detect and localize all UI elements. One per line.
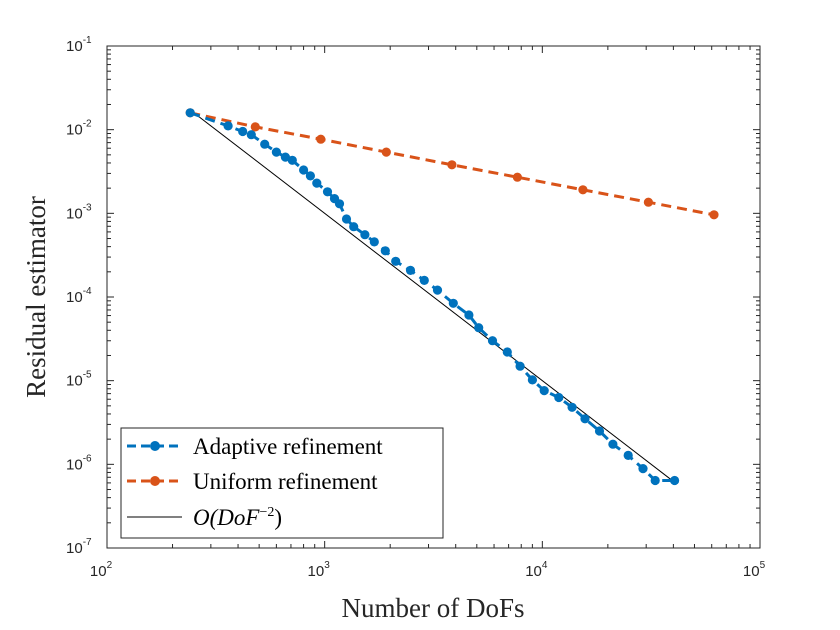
x-tick-label: 105 [743, 560, 766, 580]
data-point-adaptive-refinement [670, 475, 680, 486]
data-point-adaptive-refinement [322, 187, 333, 197]
data-point-uniform-refinement [578, 185, 588, 195]
y-tick-exp: -3 [83, 202, 92, 213]
data-point-adaptive-refinement [567, 402, 577, 412]
y-tick-exp: -1 [83, 35, 92, 46]
data-point-adaptive-refinement [305, 171, 315, 181]
data-point-uniform-refinement [381, 147, 391, 157]
series-layer [185, 108, 719, 486]
data-point-adaptive-refinement [312, 178, 322, 188]
series-line-uniform-refinement [189, 111, 715, 217]
data-point-adaptive-refinement [515, 361, 525, 371]
y-tick-base: 10 [66, 289, 83, 306]
y-tick-exp: -4 [83, 286, 92, 297]
data-point-adaptive-refinement [185, 108, 195, 118]
data-point-adaptive-refinement [271, 147, 281, 157]
data-point-adaptive-refinement [608, 439, 618, 449]
x-tick-exp: 3 [324, 560, 330, 571]
data-point-adaptive-refinement [432, 285, 443, 295]
legend-label-uniform: Uniform refinement [193, 469, 378, 494]
y-tick-label: 10-3 [66, 202, 92, 222]
data-point-adaptive-refinement [594, 426, 605, 436]
data-point-adaptive-refinement [349, 222, 359, 232]
x-tick-label: 102 [90, 560, 113, 580]
data-point-uniform-refinement [643, 197, 654, 207]
data-point-adaptive-refinement [474, 323, 484, 333]
x-tick-base: 10 [525, 563, 542, 580]
legend-marker-adaptive [150, 441, 160, 451]
data-point-adaptive-refinement [287, 155, 297, 165]
y-tick-exp: -7 [83, 537, 92, 548]
x-tick-exp: 2 [107, 560, 113, 571]
y-tick-label: 10-1 [66, 35, 92, 55]
legend-reference-exp: −2 [259, 505, 274, 520]
y-tick-base: 10 [66, 205, 83, 222]
data-point-adaptive-refinement [638, 464, 648, 474]
y-tick-base: 10 [66, 373, 83, 390]
y-tick-base: 10 [66, 540, 83, 557]
data-point-uniform-refinement [250, 122, 260, 132]
legend-label-adaptive: Adaptive refinement [193, 434, 383, 459]
y-tick-label: 10-4 [66, 286, 92, 306]
data-point-adaptive-refinement [464, 310, 474, 320]
legend-label-reference: O(DoF−2) [193, 505, 282, 530]
data-point-uniform-refinement [447, 160, 457, 170]
x-tick-label: 104 [525, 560, 548, 580]
data-point-adaptive-refinement [650, 475, 660, 486]
data-point-adaptive-refinement [448, 298, 458, 308]
y-tick-label: 10-2 [66, 119, 92, 139]
y-tick-label: 10-6 [66, 453, 92, 473]
legend-reference-prefix: O(DoF [193, 505, 260, 530]
data-point-adaptive-refinement [246, 130, 256, 140]
x-tick-label: 103 [308, 560, 331, 580]
data-point-adaptive-refinement [380, 246, 390, 256]
data-point-adaptive-refinement [369, 237, 379, 247]
data-point-adaptive-refinement [623, 450, 633, 460]
series-line-adaptive-refinement [189, 111, 675, 482]
y-tick-exp: -6 [83, 453, 92, 464]
data-point-adaptive-refinement [391, 256, 401, 266]
x-tick-base: 10 [743, 563, 760, 580]
y-tick-base: 10 [66, 38, 83, 55]
y-tick-exp: -5 [83, 370, 92, 381]
data-point-adaptive-refinement [360, 230, 370, 240]
x-tick-base: 10 [308, 563, 325, 580]
data-point-adaptive-refinement [341, 214, 352, 224]
y-tick-label: 10-7 [66, 537, 92, 557]
y-tick-exp: -2 [83, 119, 92, 130]
x-tick-base: 10 [90, 563, 107, 580]
legend-marker-uniform [150, 476, 160, 486]
y-tick-label: 10-5 [66, 370, 92, 390]
series-adaptive-refinement [185, 108, 680, 486]
y-axis-label: Residual estimator [21, 196, 51, 398]
data-point-adaptive-refinement [527, 375, 538, 385]
x-tick-exp: 5 [760, 560, 766, 571]
series-line-reference-slope [189, 109, 675, 483]
data-point-adaptive-refinement [334, 199, 345, 209]
data-point-adaptive-refinement [502, 347, 512, 357]
data-point-adaptive-refinement [223, 121, 233, 131]
data-point-adaptive-refinement [419, 275, 429, 285]
data-point-adaptive-refinement [238, 126, 248, 137]
data-point-adaptive-refinement [580, 414, 590, 424]
legend: Adaptive refinement Uniform refinement O… [120, 427, 444, 539]
data-point-adaptive-refinement [554, 392, 564, 403]
data-point-adaptive-refinement [539, 386, 549, 396]
data-point-uniform-refinement [512, 172, 523, 182]
legend-reference-suffix: ) [274, 505, 282, 530]
data-point-adaptive-refinement [299, 165, 309, 175]
series-reference-slope [189, 109, 675, 483]
x-tick-exp: 4 [542, 560, 548, 571]
data-point-adaptive-refinement [487, 336, 498, 346]
data-point-adaptive-refinement [260, 139, 270, 149]
data-point-adaptive-refinement [405, 265, 416, 275]
x-axis-label: Number of DoFs [342, 593, 525, 623]
y-tick-base: 10 [66, 122, 83, 139]
data-point-uniform-refinement [709, 210, 719, 220]
data-point-adaptive-refinement [280, 152, 290, 162]
y-tick-base: 10 [66, 456, 83, 473]
data-point-uniform-refinement [316, 134, 326, 144]
